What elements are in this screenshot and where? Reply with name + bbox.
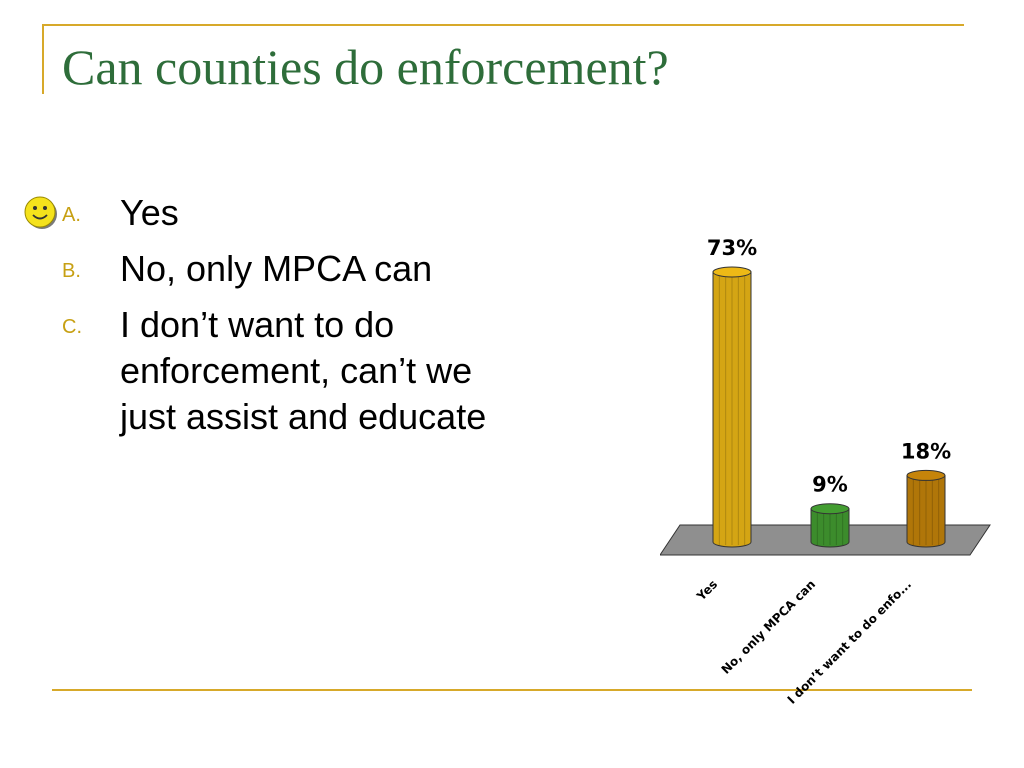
- top-rule: [42, 24, 964, 26]
- option-text: No, only MPCA can: [120, 248, 433, 289]
- category-label: Yes: [693, 577, 720, 604]
- smiley-face-icon: [24, 196, 57, 229]
- option-marker: C.: [62, 316, 82, 338]
- bar-2: [810, 503, 850, 548]
- option-b: B. No, only MPCA can: [62, 246, 522, 292]
- slide-title: Can counties do enforcement?: [62, 39, 669, 95]
- option-text: I don’t want to do enforcement, can’t we…: [120, 304, 487, 437]
- bottom-rule: [52, 689, 972, 691]
- data-label: 9%: [812, 473, 848, 497]
- bar-3: [906, 469, 946, 548]
- bar-top: [810, 503, 850, 515]
- data-label: 18%: [901, 439, 951, 463]
- bar-top: [906, 469, 946, 481]
- option-c: C. I don’t want to do enforcement, can’t…: [62, 302, 522, 440]
- option-text: Yes: [120, 192, 179, 233]
- data-label: 73%: [707, 236, 757, 260]
- answer-options: A. Yes B. No, only MPCA can C. I don’t w…: [62, 190, 522, 450]
- left-rule: [42, 24, 44, 94]
- option-a: A. Yes: [62, 190, 522, 236]
- bar-1: [712, 266, 752, 548]
- bar-top: [712, 266, 752, 278]
- option-marker: B.: [62, 260, 81, 282]
- option-marker: A.: [62, 204, 81, 226]
- category-label: No, only MPCA can: [719, 577, 818, 676]
